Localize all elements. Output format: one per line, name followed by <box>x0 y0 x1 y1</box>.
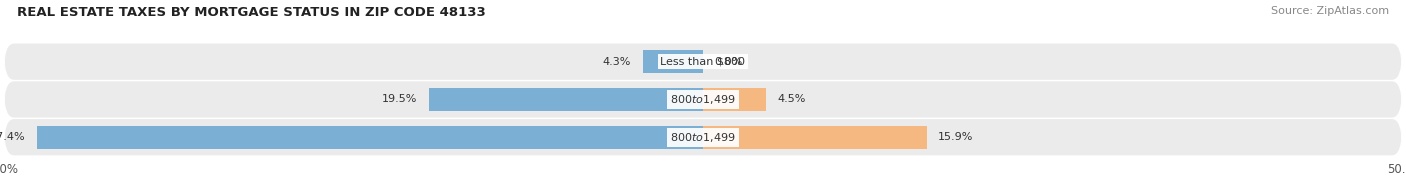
Bar <box>643 50 703 73</box>
Text: $800 to $1,499: $800 to $1,499 <box>671 93 735 106</box>
Text: 47.4%: 47.4% <box>0 132 25 142</box>
Bar <box>429 88 703 111</box>
Bar <box>703 126 927 149</box>
Text: 4.3%: 4.3% <box>603 57 631 67</box>
Text: $800 to $1,499: $800 to $1,499 <box>671 131 735 144</box>
Text: 0.0%: 0.0% <box>714 57 742 67</box>
Bar <box>37 126 703 149</box>
Text: Less than $800: Less than $800 <box>661 57 745 67</box>
Bar <box>703 88 766 111</box>
Text: 19.5%: 19.5% <box>382 94 418 105</box>
FancyBboxPatch shape <box>4 119 1402 155</box>
FancyBboxPatch shape <box>4 81 1402 118</box>
Text: REAL ESTATE TAXES BY MORTGAGE STATUS IN ZIP CODE 48133: REAL ESTATE TAXES BY MORTGAGE STATUS IN … <box>17 6 485 19</box>
Text: 4.5%: 4.5% <box>778 94 806 105</box>
Text: 15.9%: 15.9% <box>938 132 973 142</box>
Text: Source: ZipAtlas.com: Source: ZipAtlas.com <box>1271 6 1389 16</box>
FancyBboxPatch shape <box>4 43 1402 80</box>
